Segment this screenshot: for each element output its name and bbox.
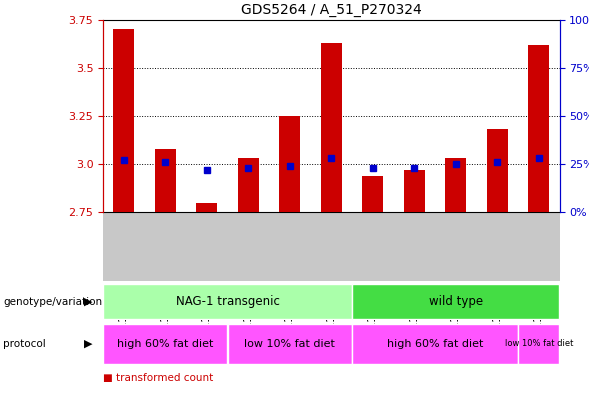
Bar	[404, 170, 425, 212]
Text: high 60% fat diet: high 60% fat diet	[387, 339, 483, 349]
Text: low 10% fat diet: low 10% fat diet	[505, 340, 573, 348]
Text: ▶: ▶	[84, 339, 92, 349]
Bar	[352, 285, 559, 319]
Bar	[528, 45, 549, 212]
Bar	[279, 116, 300, 212]
Bar	[321, 43, 342, 212]
Bar	[114, 29, 134, 212]
Title: GDS5264 / A_51_P270324: GDS5264 / A_51_P270324	[241, 3, 422, 17]
Bar	[155, 149, 176, 212]
Bar	[238, 158, 259, 212]
Text: ▶: ▶	[84, 297, 92, 307]
Text: protocol: protocol	[3, 339, 46, 349]
Bar	[518, 324, 559, 364]
Text: NAG-1 transgenic: NAG-1 transgenic	[176, 295, 280, 308]
Bar	[362, 176, 383, 212]
Text: ■ transformed count: ■ transformed count	[103, 373, 213, 383]
Bar	[352, 324, 518, 364]
Bar	[104, 285, 352, 319]
Text: genotype/variation: genotype/variation	[3, 297, 102, 307]
Bar	[228, 324, 352, 364]
Bar	[487, 129, 508, 212]
Bar	[197, 203, 217, 212]
Bar	[104, 324, 227, 364]
Text: low 10% fat diet: low 10% fat diet	[244, 339, 335, 349]
Text: high 60% fat diet: high 60% fat diet	[117, 339, 213, 349]
Bar	[445, 158, 466, 212]
Text: wild type: wild type	[429, 295, 483, 308]
